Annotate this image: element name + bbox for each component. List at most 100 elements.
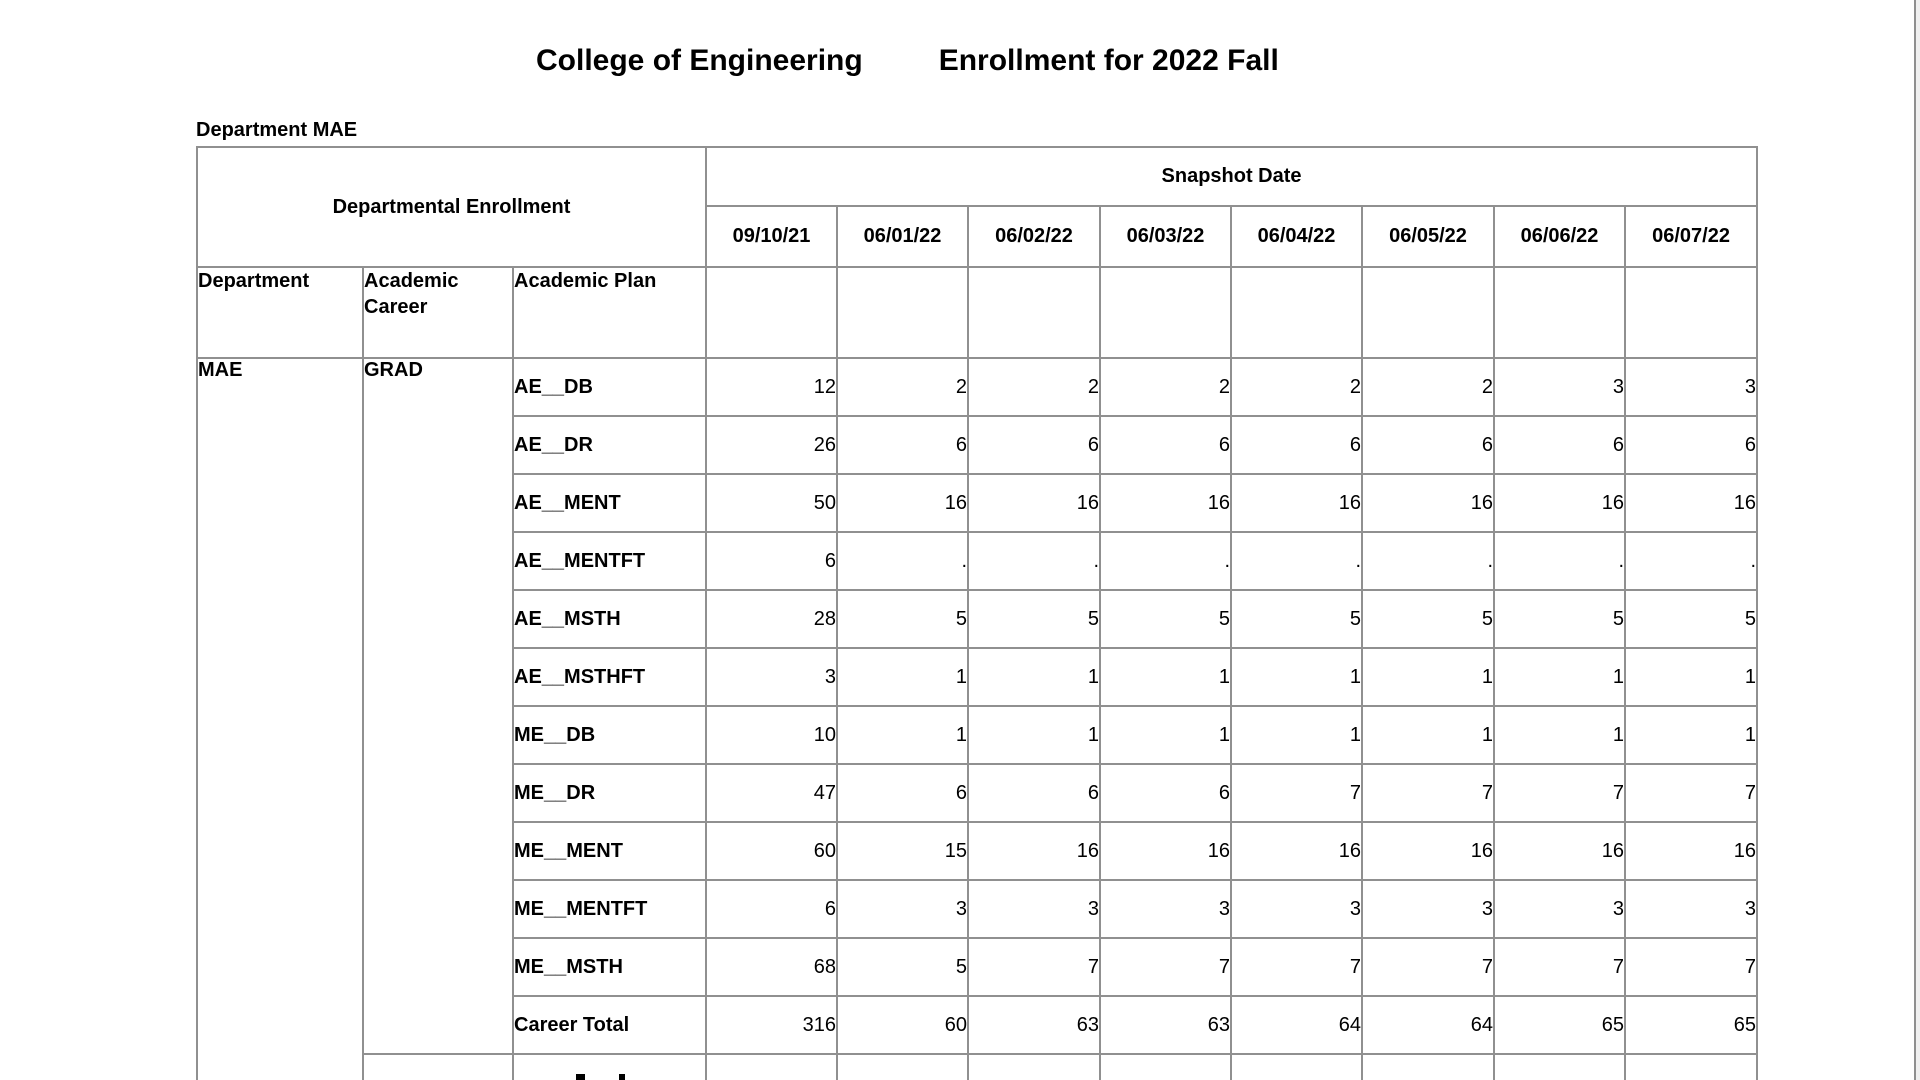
plan-cell: AE__MENTFT [511,531,708,591]
value-cell: 50 [705,473,839,533]
value-cell: 65 [1493,995,1627,1055]
value-cell: 1 [1493,705,1627,765]
value-cell: 7 [1361,937,1496,997]
value-cell: 2 [1099,357,1233,417]
next-career-cell [362,1053,514,1080]
value-cell: 16 [1361,473,1496,533]
table-row: AE__DR 26 6 6 6 6 6 6 6 [197,415,1759,475]
value-cell: 3 [1361,879,1496,939]
table-row: Departmental Enrollment Snapshot Date [195,146,1759,268]
value-cell: 1 [1230,705,1364,765]
table-row: ME__MENT 60 15 16 16 16 16 16 16 [197,821,1759,881]
plan-cell: AE__MSTH [511,589,708,649]
value-cell: 6 [1493,415,1627,475]
value-cell: 16 [967,473,1102,533]
value-cell: 7 [1230,763,1364,823]
clipped-text-fragment [576,1074,585,1080]
value-cell: 16 [1230,821,1364,881]
department-label: Department MAE [196,119,358,141]
value-cell: 47 [705,763,839,823]
value-cell: 6 [1099,763,1233,823]
column-header-academic-career: Academic Career [362,266,514,359]
value-cell: 6 [967,415,1102,475]
table-row: ME__MSTH 68 5 7 7 7 7 7 7 [197,937,1759,997]
value-cell: . [1493,531,1627,591]
value-cell: 5 [1230,589,1364,649]
value-cell: 7 [1230,937,1364,997]
value-cell: 2 [1230,357,1364,417]
empty-header-cell [1230,266,1364,359]
report-title-college: College of Engineering [536,44,863,77]
value-cell: 5 [1624,589,1759,649]
table-row: ME__MENTFT 6 3 3 3 3 3 3 3 [197,879,1759,939]
table-row: MAE GRAD AE__DB 12 2 2 2 2 2 3 3 [196,357,1759,1080]
value-cell [1230,1053,1364,1080]
value-cell: 64 [1230,995,1364,1055]
empty-header-cell [705,266,839,359]
plan-cell: AE__DB [511,357,708,417]
value-cell: 6 [1230,415,1364,475]
plan-cell: ME__DB [511,705,708,765]
value-cell: 3 [1624,879,1759,939]
table-row: ME__DR 47 6 6 6 7 7 7 7 [197,763,1759,823]
table-row-clipped [197,1053,1759,1080]
report-title-term: Enrollment for 2022 Fall [938,44,1279,77]
table-row: AE__MSTHFT 3 1 1 1 1 1 1 1 [197,647,1759,707]
group-header-snapshot-date: Snapshot Date [705,146,1759,207]
value-cell: 5 [967,589,1102,649]
empty-header-cell [1624,266,1759,359]
value-cell: 7 [1493,763,1627,823]
empty-header-cell [836,266,970,359]
career-total-label-cell: Career Total [511,995,708,1055]
value-cell: 6 [967,763,1102,823]
value-cell: 10 [705,705,839,765]
value-cell: 16 [1099,821,1233,881]
snapshot-date-header: 06/03/22 [1099,205,1233,268]
value-cell: 5 [836,937,970,997]
snapshot-date-header: 06/02/22 [967,205,1102,268]
department-cell: MAE [196,357,364,1080]
value-cell: 7 [1099,937,1233,997]
value-cell: . [1099,531,1233,591]
value-cell: 3 [1624,357,1759,417]
table-row: AE__MSTH 28 5 5 5 5 5 5 5 [197,589,1759,649]
plan-cell: ME__DR [511,763,708,823]
value-cell: 7 [967,937,1102,997]
value-cell [1493,1053,1627,1080]
clipped-text-fragment [619,1074,625,1080]
plan-cell: AE__MENT [511,473,708,533]
empty-header-cell [1361,266,1496,359]
value-cell: 1 [967,647,1102,707]
enrollment-table: Departmental Enrollment Snapshot Date 09… [195,146,1759,1080]
report-title: College of Engineering Enrollment for 20… [536,44,1279,78]
snapshot-date-header: 09/10/21 [705,205,839,268]
value-cell: 6 [836,763,970,823]
value-cell: 7 [1624,937,1759,997]
snapshot-date-header: 06/01/22 [836,205,970,268]
value-cell: 7 [1361,763,1496,823]
value-cell: 1 [836,647,970,707]
value-cell: 3 [1493,357,1627,417]
value-cell: 63 [1099,995,1233,1055]
value-cell: 7 [1493,937,1627,997]
value-cell: . [967,531,1102,591]
snapshot-date-header: 06/07/22 [1624,205,1759,268]
table-row: 09/10/21 06/01/22 06/02/22 06/03/22 06/0… [197,205,1759,268]
value-cell: 2 [836,357,970,417]
value-cell [967,1053,1102,1080]
value-cell: 2 [967,357,1102,417]
value-cell: 1 [1624,647,1759,707]
snapshot-date-header: 06/06/22 [1493,205,1627,268]
value-cell: 3 [836,879,970,939]
plan-cell: ME__MSTH [511,937,708,997]
value-cell: 16 [1493,821,1627,881]
group-header-departmental-enrollment: Departmental Enrollment [195,146,708,268]
value-cell: 3 [705,647,839,707]
value-cell: 6 [705,531,839,591]
next-plan-cell [511,1053,708,1080]
value-cell [836,1053,970,1080]
value-cell [705,1053,839,1080]
value-cell: 68 [705,937,839,997]
value-cell: . [1230,531,1364,591]
